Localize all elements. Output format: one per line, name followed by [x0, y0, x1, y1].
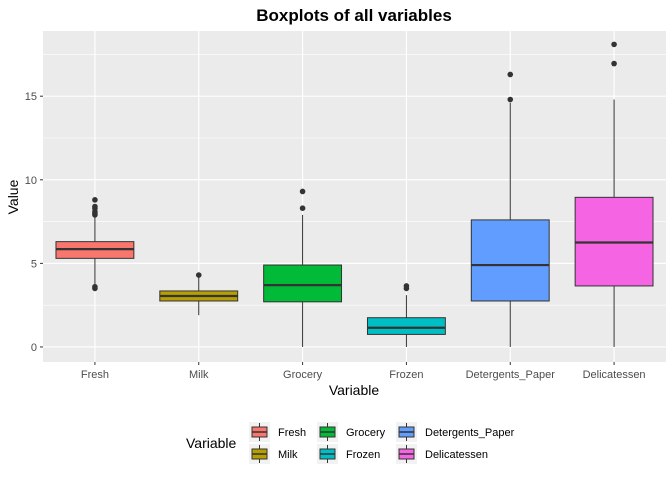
outlier-point [92, 197, 98, 203]
boxes [55, 41, 654, 347]
outlier-point [92, 283, 98, 290]
box-body [366, 317, 446, 335]
plot-panel [43, 31, 666, 362]
box-body [470, 219, 550, 302]
y-tick-label: 10 [25, 175, 37, 187]
outlier-point [195, 272, 202, 278]
legend-item-grocery: Grocery [317, 422, 386, 442]
box-body [263, 264, 343, 303]
legend-label: Grocery [346, 427, 386, 439]
x-tick-label: Frozen [389, 369, 423, 381]
x-axis-ticks: Fresh Milk Grocery Frozen Detergents_Paper De… [81, 362, 646, 381]
x-axis-label: Variable [329, 382, 380, 398]
legend-item-fresh: Fresh [249, 422, 306, 442]
outlier-point [611, 41, 617, 48]
legend-item-frozen: Frozen [317, 444, 380, 464]
legend-label: Fresh [278, 427, 306, 439]
outlier-point [403, 283, 410, 289]
x-tick-label: Grocery [283, 369, 323, 381]
x-tick-label: Delicatessen [583, 369, 646, 381]
box-fresh [55, 197, 135, 292]
outlier-point [507, 71, 514, 78]
legend-label: Delicatessen [425, 449, 488, 461]
outlier-point [299, 188, 306, 195]
y-tick-label: 0 [31, 342, 37, 354]
outlier-point [611, 60, 617, 67]
outlier-point [299, 205, 306, 212]
chart-title: Boxplots of all variables [256, 6, 452, 25]
x-tick-label: Fresh [81, 369, 109, 381]
legend: Variable Fresh Milk Grocery Frozen Detergent… [186, 422, 515, 464]
box-frozen [366, 283, 446, 347]
y-tick-label: 5 [31, 258, 37, 270]
y-tick-label: 15 [25, 91, 37, 103]
x-tick-label: Milk [189, 369, 209, 381]
legend-label: Detergents_Paper [425, 427, 515, 439]
outlier-point [507, 96, 514, 103]
legend-item-delicatessen: Delicatessen [396, 444, 488, 464]
legend-label: Frozen [346, 449, 380, 461]
x-tick-label: Detergents_Paper [466, 369, 556, 381]
legend-label: Milk [278, 449, 298, 461]
outlier-point [92, 203, 98, 210]
y-axis-ticks: 0 5 10 15 [25, 91, 43, 354]
legend-title: Variable [186, 435, 237, 451]
box-detergents-paper [470, 71, 550, 347]
box-grocery [263, 188, 343, 347]
y-axis-label: Value [5, 179, 21, 214]
legend-item-detergents-paper: Detergents_Paper [396, 422, 515, 442]
box-delicatessen [574, 41, 654, 347]
box-milk [159, 272, 239, 316]
legend-item-milk: Milk [249, 444, 298, 464]
